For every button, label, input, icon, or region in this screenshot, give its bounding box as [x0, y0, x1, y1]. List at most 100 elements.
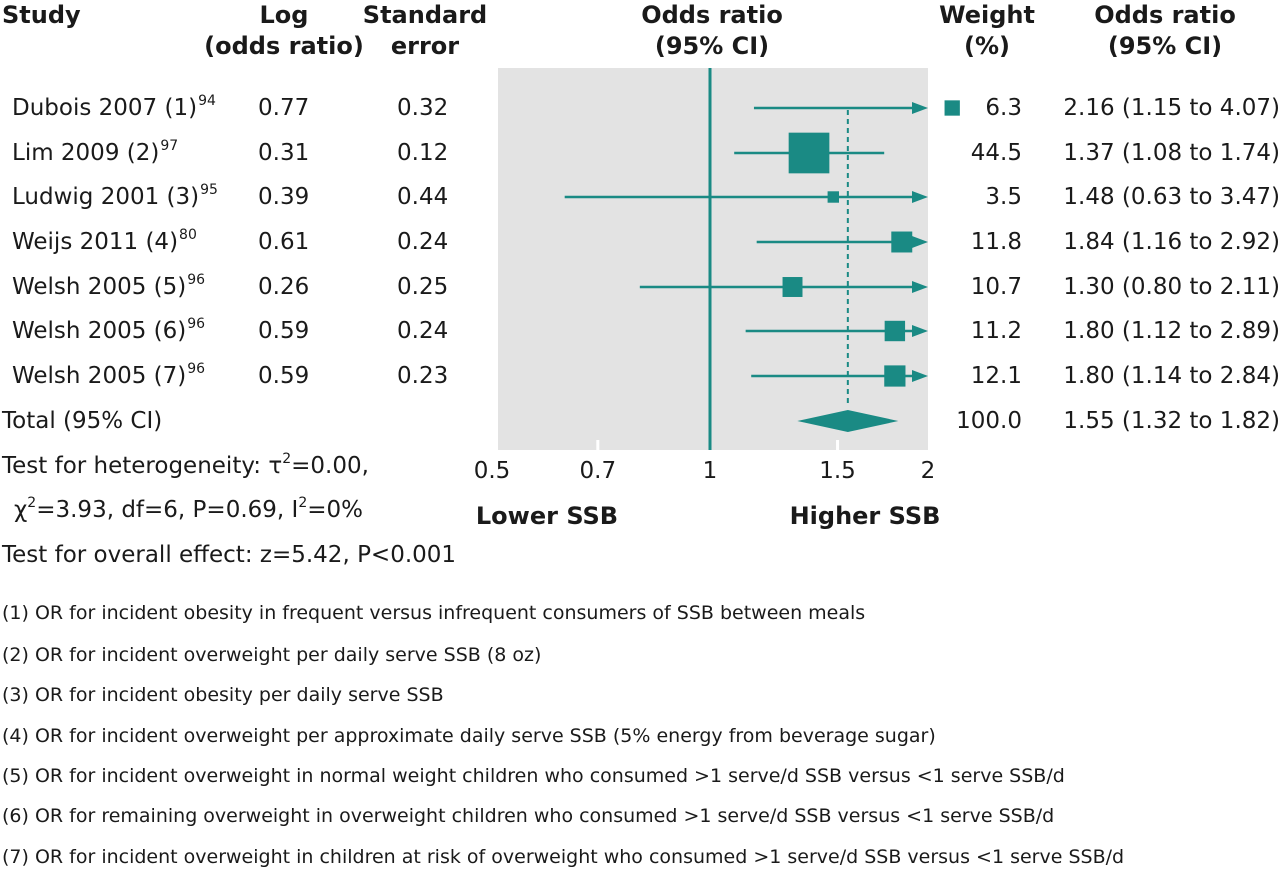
ci-arrow: [912, 281, 928, 293]
study-name: Weijs 2011 (4)80: [12, 228, 197, 255]
chi-squared-sup: 2: [27, 495, 37, 511]
study-marker: [884, 320, 906, 342]
study-name-text: Welsh 2005 (7): [12, 363, 187, 389]
study-log-or: 0.59: [258, 363, 310, 389]
footnote: (2) OR for incident overweight per daily…: [2, 644, 542, 666]
study-ci-text: 1.80 (1.14 to 2.84): [1063, 363, 1280, 389]
study-ci-text: 1.37 (1.08 to 1.74): [1063, 140, 1280, 166]
tau-squared-sup: 2: [282, 451, 292, 467]
header-log-or-line1: Log: [259, 1, 309, 29]
header-log-or-line2: (odds ratio): [204, 32, 364, 60]
study-marker: [827, 191, 840, 203]
study-name-text: Welsh 2005 (6): [12, 318, 187, 344]
study-name: Ludwig 2001 (3)95: [12, 183, 218, 210]
study-weight: 11.2: [970, 318, 1022, 344]
axis-tick-label: 2: [921, 458, 936, 484]
study-log-or: 0.39: [258, 184, 310, 210]
study-se: 0.44: [397, 184, 449, 210]
study-weight: 3.5: [985, 184, 1022, 210]
i-squared-sup: 2: [298, 495, 308, 511]
header-weight-line2: (%): [964, 32, 1010, 60]
study-se: 0.25: [397, 274, 449, 300]
header-study-label: Study: [2, 1, 81, 29]
study-log-or: 0.31: [258, 140, 310, 166]
header-study: Study: [2, 0, 81, 31]
study-ci-text: 1.48 (0.63 to 3.47): [1063, 184, 1280, 210]
study-name: Welsh 2005 (6)96: [12, 317, 205, 344]
header-or-plot-line1: Odds ratio: [641, 1, 783, 29]
footnote: (6) OR for remaining overweight in overw…: [2, 805, 1055, 827]
heterogeneity-suffix: =0.00,: [291, 453, 369, 479]
pooled-diamond: [797, 410, 899, 432]
footnote: (5) OR for incident overweight in normal…: [2, 765, 1065, 787]
axis-direction-left: Lower SSB: [476, 502, 618, 530]
axis-tick-label: 0.7: [580, 458, 617, 484]
study-marker: [884, 365, 906, 387]
header-weight: Weight (%): [939, 0, 1035, 62]
chi-square-test: χ2=3.93, df=6, P=0.69, I2=0%: [14, 496, 363, 523]
study-name: Welsh 2005 (7)96: [12, 362, 205, 389]
total-weight: 100.0: [956, 408, 1022, 434]
study-log-or: 0.77: [258, 95, 310, 121]
study-ci-text: 1.84 (1.16 to 2.92): [1063, 229, 1280, 255]
study-weight: 11.8: [970, 229, 1022, 255]
study-se: 0.24: [397, 229, 449, 255]
study-ref-sup: 97: [160, 138, 179, 154]
total-ci-text: 1.55 (1.32 to 1.82): [1063, 408, 1280, 434]
ci-arrow: [912, 236, 928, 248]
study-ref-sup: 80: [179, 227, 197, 243]
study-se: 0.24: [397, 318, 449, 344]
chi-prefix: χ: [14, 497, 28, 523]
header-log-or: Log (odds ratio): [204, 0, 364, 62]
study-marker: [782, 277, 803, 297]
footnote: (4) OR for incident overweight per appro…: [2, 725, 936, 747]
study-name-text: Lim 2009 (2): [12, 140, 160, 166]
study-name: Dubois 2007 (1)94: [12, 94, 216, 121]
study-ci-text: 1.80 (1.12 to 2.89): [1063, 318, 1280, 344]
study-ci-text: 1.30 (0.80 to 2.11): [1063, 274, 1280, 300]
study-name: Lim 2009 (2)97: [12, 139, 178, 166]
header-or-plot-line2: (95% CI): [654, 32, 770, 60]
chi-suffix: =3.93, df=6, P=0.69, I: [36, 497, 299, 523]
overall-effect-test: Test for overall effect: z=5.42, P<0.001: [2, 542, 457, 568]
header-or-plot: Odds ratio (95% CI): [641, 0, 783, 62]
study-weight: 6.3: [985, 95, 1022, 121]
study-se: 0.23: [397, 363, 449, 389]
study-weight: 44.5: [970, 140, 1022, 166]
study-marker: [944, 100, 960, 116]
study-log-or: 0.59: [258, 318, 310, 344]
study-name: Welsh 2005 (5)96: [12, 273, 205, 300]
plot-panel: [498, 68, 928, 450]
study-se: 0.32: [397, 95, 449, 121]
study-name-text: Dubois 2007 (1): [12, 95, 198, 121]
header-or-text: Odds ratio (95% CI): [1094, 0, 1236, 62]
ci-arrow: [912, 191, 928, 203]
header-weight-line1: Weight: [939, 1, 1035, 29]
study-weight: 10.7: [970, 274, 1022, 300]
study-name-text: Welsh 2005 (5): [12, 274, 187, 300]
axis-direction-right: Higher SSB: [790, 502, 941, 530]
study-ref-sup: 94: [198, 93, 216, 109]
axis-tick-label: 0.5: [474, 458, 511, 484]
study-log-or: 0.61: [258, 229, 310, 255]
footnote: (1) OR for incident obesity in frequent …: [2, 602, 866, 624]
ci-arrow: [912, 325, 928, 337]
study-name-text: Ludwig 2001 (3): [12, 184, 200, 210]
study-ref-sup: 96: [187, 361, 206, 377]
header-se-line2: error: [390, 32, 460, 60]
study-log-or: 0.26: [258, 274, 310, 300]
ci-arrow: [912, 102, 928, 114]
total-label: Total (95% CI): [2, 408, 163, 434]
chi-tail: =0%: [307, 497, 363, 523]
study-ref-sup: 96: [187, 316, 206, 332]
ci-arrow: [912, 370, 928, 382]
study-se: 0.12: [397, 140, 449, 166]
footnote: (3) OR for incident obesity per daily se…: [2, 684, 444, 706]
header-se-line1: Standard: [362, 1, 488, 29]
axis-tick-label: 1.5: [819, 458, 856, 484]
heterogeneity-test: Test for heterogeneity: τ2=0.00,: [2, 452, 369, 479]
study-ref-sup: 95: [200, 182, 218, 198]
header-se: Standard error: [363, 0, 487, 62]
study-marker: [788, 132, 830, 174]
study-name-text: Weijs 2011 (4): [12, 229, 179, 255]
